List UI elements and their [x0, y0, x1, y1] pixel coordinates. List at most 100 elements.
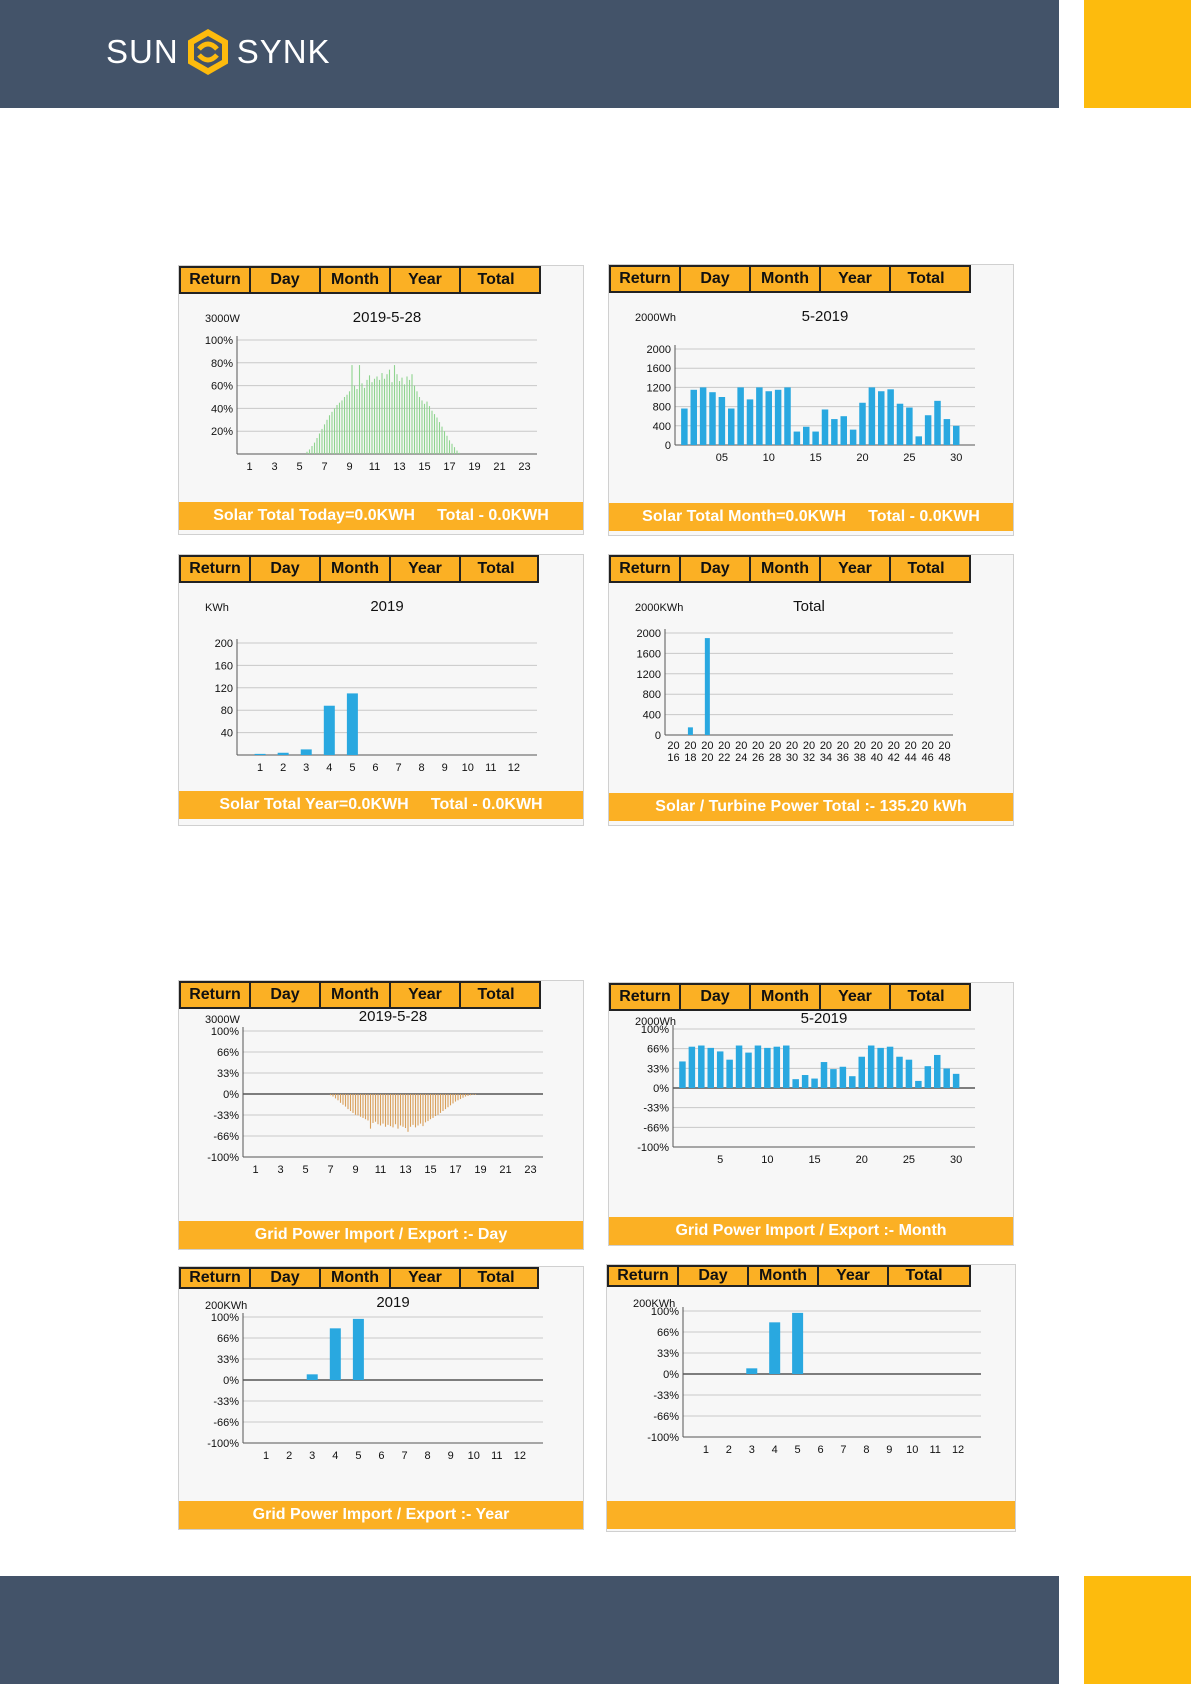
year-tab[interactable]: Year — [391, 268, 461, 292]
day-tab[interactable]: Day — [251, 983, 321, 1007]
return-tab[interactable]: Return — [181, 268, 251, 292]
chart-bar — [424, 1094, 427, 1123]
chart-bar — [383, 378, 386, 454]
y-tick-label: 1200 — [647, 382, 671, 394]
return-tab[interactable]: Return — [609, 1267, 679, 1285]
x-tick-label: 11 — [485, 762, 496, 774]
chart-bar — [906, 407, 913, 445]
y-tick-label: -33% — [213, 1396, 239, 1408]
total-tab[interactable]: Total — [477, 986, 515, 1003]
chart-bar — [426, 401, 428, 454]
total-tab[interactable]: Total — [477, 560, 515, 577]
chart-bar — [688, 1046, 696, 1088]
day-tab[interactable]: Day — [251, 268, 321, 292]
total-tab[interactable]: Total — [907, 988, 945, 1005]
return-tab[interactable]: Return — [181, 1269, 251, 1287]
x-tick-label: 9 — [442, 762, 448, 774]
chart-bar — [765, 391, 772, 445]
footer-text: Solar / Turbine Power Total :- 135.20 kW… — [655, 798, 967, 815]
x-tick-label: 20 — [905, 740, 917, 752]
total-tab[interactable]: Total — [907, 560, 945, 577]
chart-bar — [442, 1094, 444, 1112]
chart-bar — [331, 411, 333, 454]
total-tab[interactable]: Total — [907, 270, 945, 287]
x-tick-label: 20 — [701, 740, 713, 752]
x-tick-label: 15 — [418, 461, 430, 473]
day-tab[interactable]: Day — [681, 267, 751, 291]
year-tab[interactable]: Year — [391, 983, 461, 1007]
return-tab[interactable]: Return — [611, 985, 681, 1009]
year-tab[interactable]: Year — [821, 557, 891, 581]
chart-bar — [447, 1094, 449, 1108]
month-tab[interactable]: Month — [749, 1267, 819, 1285]
month-tab[interactable]: Month — [321, 268, 391, 292]
month-tab[interactable]: Month — [321, 557, 391, 581]
x-tick-label: 20 — [701, 752, 713, 764]
tab-bar: Return Day Month Year Total — [179, 1267, 539, 1289]
chart-bar — [433, 414, 436, 454]
year-tab[interactable]: Year — [819, 1267, 889, 1285]
chart-bar — [363, 387, 366, 454]
x-tick-label: 2 — [726, 1444, 732, 1456]
panel-footer: Solar Total Month=0.0KWH Total - 0.0KWH — [609, 503, 1013, 531]
day-tab[interactable]: Day — [681, 985, 751, 1009]
chart-bar — [334, 1094, 337, 1099]
y-tick-label: 33% — [217, 1354, 239, 1366]
chart-bar — [384, 1094, 387, 1127]
day-tab[interactable]: Day — [251, 1269, 321, 1287]
chart-bar — [306, 1374, 318, 1380]
chart-bar — [344, 1094, 347, 1107]
year-tab[interactable]: Year — [821, 985, 891, 1009]
chart-bar — [840, 416, 847, 445]
y-tick-label: -33% — [643, 1103, 669, 1115]
chart-bar — [321, 428, 323, 454]
chart-bar — [915, 436, 922, 445]
y-tick-label: 20% — [211, 426, 233, 438]
x-tick-label: 46 — [921, 752, 933, 764]
panel-footer: Solar / Turbine Power Total :- 135.20 kW… — [609, 793, 1013, 821]
chart-bar — [934, 1054, 941, 1088]
chart-bar — [349, 1094, 352, 1112]
chart-unit-label: 200KWh — [633, 1298, 675, 1310]
x-tick-label: 28 — [769, 752, 781, 764]
month-tab[interactable]: Month — [751, 557, 821, 581]
month-tab[interactable]: Month — [321, 983, 391, 1007]
day-tab[interactable]: Day — [251, 557, 321, 581]
x-tick-label: 1 — [252, 1164, 258, 1176]
total-tab[interactable]: Total — [905, 1267, 943, 1284]
chart-bar — [416, 391, 418, 454]
x-tick-label: 20 — [854, 740, 866, 752]
y-tick-label: 66% — [657, 1327, 679, 1339]
solar-total-panel: Return Day Month Year Total Total 2000KWh… — [608, 554, 1014, 826]
return-tab[interactable]: Return — [611, 557, 681, 581]
solar-total-chart: Total2000KWh2000160012008004000201620182… — [635, 598, 953, 764]
chart-bar — [859, 402, 866, 445]
total-tab[interactable]: Total — [477, 271, 515, 288]
y-tick-label: -100% — [207, 1152, 239, 1164]
chart-bar — [830, 1069, 837, 1088]
y-tick-label: 66% — [647, 1044, 669, 1056]
year-tab[interactable]: Year — [391, 1269, 461, 1287]
total-tab[interactable]: Total — [477, 1269, 515, 1286]
year-tab[interactable]: Year — [391, 557, 461, 581]
chart-bar — [413, 385, 416, 454]
y-tick-label: -100% — [637, 1142, 669, 1154]
y-tick-label: 100% — [205, 335, 233, 347]
month-tab[interactable]: Month — [751, 985, 821, 1009]
month-tab[interactable]: Month — [751, 267, 821, 291]
return-tab[interactable]: Return — [181, 983, 251, 1007]
day-tab[interactable]: Day — [679, 1267, 749, 1285]
sunsynk-logo: SUN SYNK — [106, 24, 331, 80]
x-tick-label: 11 — [491, 1450, 502, 1462]
year-tab[interactable]: Year — [821, 267, 891, 291]
footer-text: Solar Total Year=0.0KWH Total - 0.0KWH — [219, 796, 543, 813]
chart-bar — [336, 404, 338, 454]
return-tab[interactable]: Return — [611, 267, 681, 291]
chart-bar — [381, 373, 383, 454]
month-tab[interactable]: Month — [321, 1269, 391, 1287]
chart-bar — [454, 1094, 457, 1102]
day-tab[interactable]: Day — [681, 557, 751, 581]
return-tab[interactable]: Return — [181, 557, 251, 581]
chart-bar — [774, 389, 782, 445]
